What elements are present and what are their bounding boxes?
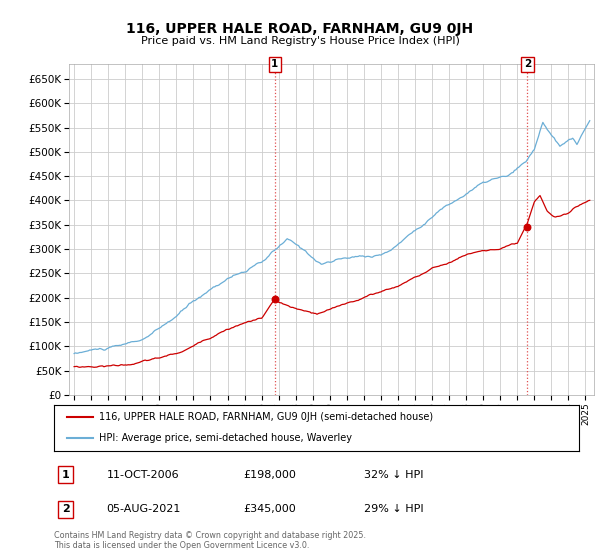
Text: £345,000: £345,000 xyxy=(243,504,296,514)
Text: 11-OCT-2006: 11-OCT-2006 xyxy=(107,470,179,480)
Text: 1: 1 xyxy=(271,59,278,69)
Text: HPI: Average price, semi-detached house, Waverley: HPI: Average price, semi-detached house,… xyxy=(98,433,352,444)
Text: Contains HM Land Registry data © Crown copyright and database right 2025.
This d: Contains HM Land Registry data © Crown c… xyxy=(54,531,366,550)
Text: 29% ↓ HPI: 29% ↓ HPI xyxy=(364,504,424,514)
Text: 32% ↓ HPI: 32% ↓ HPI xyxy=(364,470,423,480)
Point xyxy=(523,223,532,232)
Text: £198,000: £198,000 xyxy=(243,470,296,480)
Text: 116, UPPER HALE ROAD, FARNHAM, GU9 0JH: 116, UPPER HALE ROAD, FARNHAM, GU9 0JH xyxy=(127,22,473,36)
Point xyxy=(270,294,280,303)
Text: 116, UPPER HALE ROAD, FARNHAM, GU9 0JH (semi-detached house): 116, UPPER HALE ROAD, FARNHAM, GU9 0JH (… xyxy=(98,412,433,422)
Text: 2: 2 xyxy=(62,504,70,514)
Text: 1: 1 xyxy=(62,470,70,480)
Text: 2: 2 xyxy=(524,59,531,69)
Text: Price paid vs. HM Land Registry's House Price Index (HPI): Price paid vs. HM Land Registry's House … xyxy=(140,36,460,46)
Text: 05-AUG-2021: 05-AUG-2021 xyxy=(107,504,181,514)
